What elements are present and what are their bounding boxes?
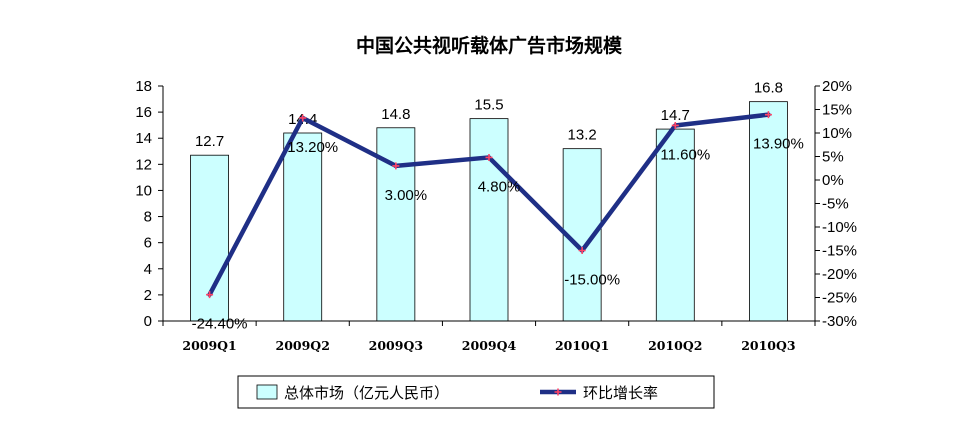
growth-point xyxy=(392,162,400,170)
growth-value-label: 13.20% xyxy=(287,139,338,156)
growth-value-label: -15.00% xyxy=(564,272,620,289)
right-tick-label: 0% xyxy=(822,172,844,189)
x-tick-label: 2010Q3 xyxy=(741,338,795,353)
right-tick-label: -15% xyxy=(822,243,857,260)
right-tick-label: 10% xyxy=(822,125,852,142)
x-tick-label: 2009Q3 xyxy=(369,338,423,353)
bar xyxy=(749,101,788,322)
right-tick-label: -20% xyxy=(822,266,857,283)
left-tick-label: 18 xyxy=(135,78,152,95)
right-tick-label: -25% xyxy=(822,290,857,307)
bar-value-label: 14.7 xyxy=(661,107,690,124)
bar-value-label: 13.2 xyxy=(568,127,597,144)
x-tick-label: 2009Q2 xyxy=(276,338,330,353)
plot-area: 0 2 4 6 8 10 12 14 16 18 -30% -25% -20% -15% -10% -5% 0%… xyxy=(135,78,857,353)
left-tick-label: 0 xyxy=(144,313,152,330)
right-tick-label: 5% xyxy=(822,149,844,166)
left-tick-label: 4 xyxy=(144,261,152,278)
left-tick-label: 12 xyxy=(135,156,152,173)
left-tick-label: 6 xyxy=(144,235,152,252)
bar-value-label: 14.8 xyxy=(381,106,410,123)
growth-value-label: -24.40% xyxy=(192,316,248,333)
right-tick-label: 20% xyxy=(822,78,852,95)
left-tick-label: 10 xyxy=(135,182,152,199)
bar xyxy=(469,118,509,322)
legend-line-label: 环比增长率 xyxy=(583,384,658,402)
left-tick-label: 2 xyxy=(144,287,152,304)
growth-point xyxy=(485,153,493,161)
growth-value-label: 4.80% xyxy=(478,178,521,195)
left-tick-label: 8 xyxy=(144,209,152,226)
growth-point xyxy=(671,121,679,129)
legend-line-marker xyxy=(554,388,562,396)
x-tick-label: 2010Q1 xyxy=(555,338,609,353)
bar-value-label: 16.8 xyxy=(754,80,783,97)
growth-value-label: 11.60% xyxy=(660,146,710,163)
left-tick-label: 16 xyxy=(135,104,152,121)
growth-value-label: 3.00% xyxy=(385,187,428,204)
x-tick-label: 2010Q2 xyxy=(648,338,702,353)
legend-bar-swatch xyxy=(256,384,278,400)
right-tick-label: -30% xyxy=(822,313,857,330)
chart-title: 中国公共视听载体广告市场规模 xyxy=(356,34,623,57)
growth-point xyxy=(299,114,307,122)
growth-value-label: 13.90% xyxy=(753,136,804,153)
right-tick-label: -5% xyxy=(822,196,849,213)
bar xyxy=(283,132,323,322)
legend-bar-label: 总体市场（亿元人民币） xyxy=(284,384,449,402)
bar xyxy=(655,128,695,322)
x-tick-label: 2009Q4 xyxy=(462,338,517,353)
legend-box xyxy=(237,375,715,409)
right-tick-label: -10% xyxy=(822,219,857,236)
right-tick-label: 15% xyxy=(822,102,852,119)
growth-point xyxy=(206,291,214,299)
legend: 总体市场（亿元人民币） 环比增长率 xyxy=(237,375,715,409)
growth-point xyxy=(578,247,586,254)
growth-point xyxy=(764,111,772,119)
x-tick-label: 2009Q1 xyxy=(182,338,236,353)
bar-value-label: 15.5 xyxy=(474,97,503,114)
left-tick-label: 14 xyxy=(135,130,152,147)
bar-value-label: 12.7 xyxy=(195,133,224,150)
